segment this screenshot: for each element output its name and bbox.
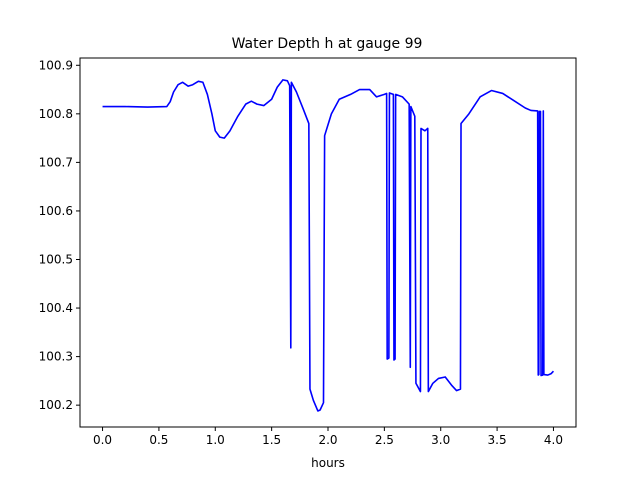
x-axis-label: hours: [311, 456, 345, 470]
plot-area: [79, 57, 577, 428]
x-axis: 0.0 0.5 1.0 1.5 2.0 2.5 3.0 3.5 4.0: [93, 427, 563, 447]
x-tick-label: 2.0: [318, 433, 337, 447]
series-line-water-depth: [102, 79, 555, 412]
y-axis: 100.2 100.3 100.4 100.5 100.6 100.7 100.8 100.9: [39, 58, 80, 412]
y-tick-label: 100.4: [39, 301, 73, 315]
x-tick-label: 1.5: [262, 433, 281, 447]
y-tick-label: 100.5: [39, 252, 73, 266]
x-tick-label: 2.5: [375, 433, 394, 447]
x-tick-label: 0.5: [149, 433, 168, 447]
y-tick-label: 100.8: [39, 107, 73, 121]
x-tick-label: 4.0: [544, 433, 563, 447]
x-tick-label: 3.0: [431, 433, 450, 447]
y-tick-label: 100.7: [39, 155, 73, 169]
y-tick-label: 100.9: [39, 58, 73, 72]
x-tick-label: 0.0: [93, 433, 112, 447]
x-tick-label: 3.5: [488, 433, 507, 447]
y-tick-label: 100.3: [39, 350, 73, 364]
chart-title: Water Depth h at gauge 99: [232, 36, 423, 52]
y-tick-label: 100.6: [39, 204, 73, 218]
x-tick-label: 1.0: [206, 433, 225, 447]
y-tick-label: 100.2: [39, 398, 73, 412]
axes-frame: [79, 57, 577, 428]
